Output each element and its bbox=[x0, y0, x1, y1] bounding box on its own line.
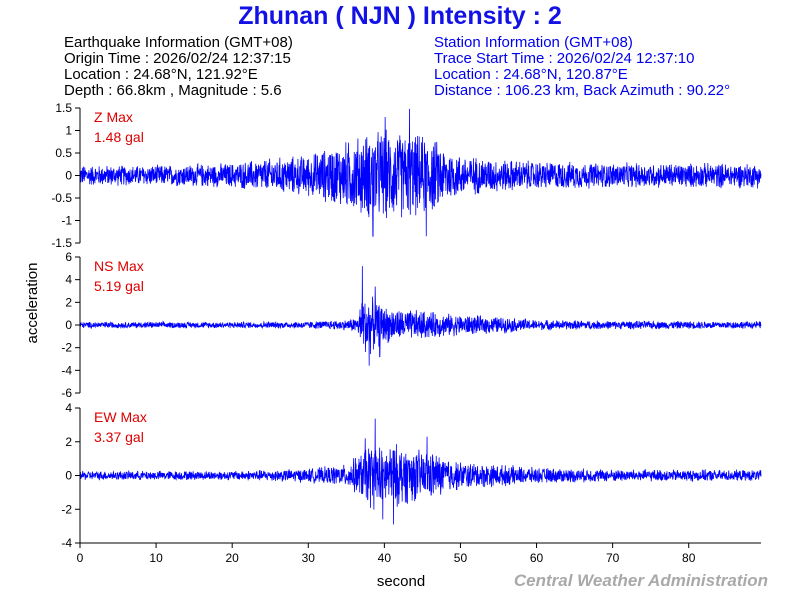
y-tick-label: -4 bbox=[61, 363, 72, 377]
y-tick-label: -4 bbox=[61, 536, 72, 550]
credit-text: Central Weather Administration bbox=[514, 571, 768, 590]
station-info-header: Station Information (GMT+08) bbox=[434, 34, 633, 51]
y-axis-label: acceleration bbox=[24, 263, 41, 344]
y-tick-label: 0 bbox=[65, 469, 72, 483]
earthquake-info-header: Earthquake Information (GMT+08) bbox=[64, 34, 293, 51]
y-tick-label: -2 bbox=[61, 502, 72, 516]
panel-z: 1.5 1 0.5 0 -0.5 -1 -1.5 Z Max 1.48 gal bbox=[51, 101, 762, 250]
y-tick-label: -2 bbox=[61, 341, 72, 355]
chart-title: Zhunan ( NJN ) Intensity : 2 bbox=[238, 2, 562, 30]
x-tick-label: 40 bbox=[378, 551, 392, 565]
waveform-z bbox=[79, 108, 762, 237]
y-tick-label: -0.5 bbox=[51, 191, 72, 205]
x-tick-label: 30 bbox=[302, 551, 316, 565]
panel-ew: 4 2 0 -2 -4 EW Max 3.37 gal bbox=[61, 401, 762, 550]
y-tick-label: 2 bbox=[65, 435, 72, 449]
y-tick-label: 6 bbox=[65, 250, 72, 264]
x-tick-label: 50 bbox=[454, 551, 468, 565]
y-tick-label: 4 bbox=[65, 273, 72, 287]
x-tick-label: 20 bbox=[225, 551, 239, 565]
y-tick-label: 1 bbox=[65, 124, 72, 138]
earthquake-location: Location : 24.68°N, 121.92°E bbox=[64, 66, 258, 83]
y-tick-label: -6 bbox=[61, 386, 72, 400]
max-label-ew: EW Max bbox=[94, 409, 147, 425]
x-tick-label: 10 bbox=[149, 551, 163, 565]
y-tick-label: 0 bbox=[65, 169, 72, 183]
panel-ns: 6 4 2 0 -2 -4 -6 NS Max 5.19 gal bbox=[61, 250, 762, 400]
max-label-z: Z Max bbox=[94, 109, 133, 125]
depth-magnitude: Depth : 66.8km , Magnitude : 5.6 bbox=[64, 82, 282, 99]
y-tick-label: -1 bbox=[61, 214, 72, 228]
earthquake-info: Earthquake Information (GMT+08) Origin T… bbox=[64, 35, 293, 99]
max-value-z: 1.48 gal bbox=[94, 129, 144, 145]
x-axis-label: second bbox=[377, 573, 425, 590]
y-tick-label: -1.5 bbox=[51, 236, 72, 250]
x-tick-label: 0 bbox=[77, 551, 84, 565]
y-tick-label: 0.5 bbox=[55, 146, 72, 160]
y-tick-label: 4 bbox=[65, 401, 72, 415]
origin-time: Origin Time : 2026/02/24 12:37:15 bbox=[64, 50, 291, 67]
station-info: Station Information (GMT+08) Trace Start… bbox=[434, 35, 730, 99]
max-value-ew: 3.37 gal bbox=[94, 429, 144, 445]
x-tick-label: 70 bbox=[606, 551, 620, 565]
y-tick-label: 2 bbox=[65, 295, 72, 309]
x-tick-label: 60 bbox=[530, 551, 544, 565]
y-tick-label: 1.5 bbox=[55, 101, 72, 115]
max-label-ns: NS Max bbox=[94, 258, 144, 274]
waveform-ns bbox=[79, 266, 762, 366]
max-value-ns: 5.19 gal bbox=[94, 278, 144, 294]
waveform-ew bbox=[79, 418, 762, 525]
distance-azimuth: Distance : 106.23 km, Back Azimuth : 90.… bbox=[434, 82, 731, 99]
trace-start-time: Trace Start Time : 2026/02/24 12:37:10 bbox=[434, 50, 695, 67]
x-tick-label: 80 bbox=[682, 551, 696, 565]
station-location: Location : 24.68°N, 120.87°E bbox=[434, 66, 628, 83]
y-tick-label: 0 bbox=[65, 318, 72, 332]
